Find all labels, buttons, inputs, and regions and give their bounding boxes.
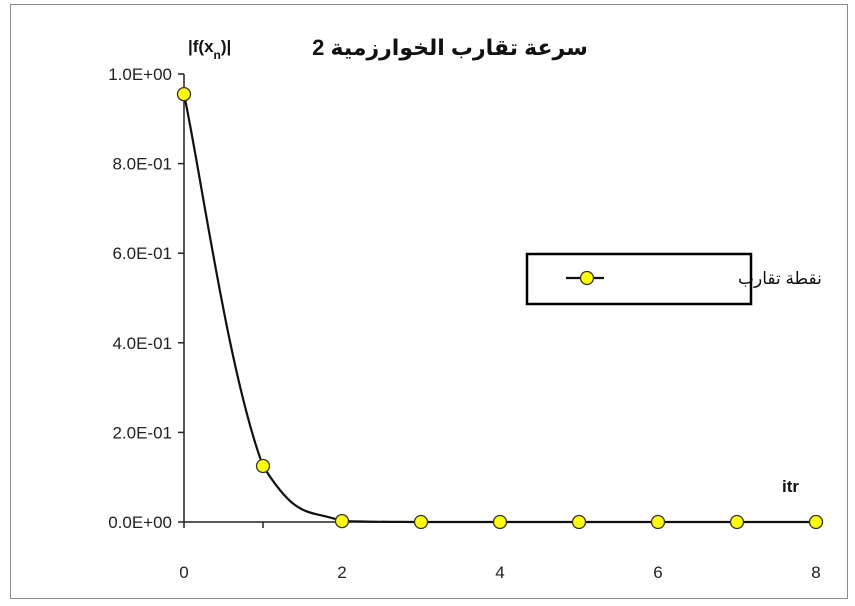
data-point (255, 458, 271, 474)
y-tick-label: 8.0E-01 (112, 155, 172, 174)
y-tick-label: 0.0E+00 (108, 513, 172, 532)
legend-label: نقطة تقارب (738, 269, 822, 288)
x-tick-label: 4 (495, 563, 504, 582)
y-axis-label: |f(xn)| (188, 37, 231, 62)
legend-marker (579, 270, 595, 286)
y-tick-label: 4.0E-01 (112, 334, 172, 353)
y-tick-label: 2.0E-01 (112, 423, 172, 442)
data-point (176, 87, 192, 102)
data-point (334, 513, 350, 529)
y-axis-label-base: |f(x (188, 37, 214, 56)
chart-title: سرعة تقارب الخوارزمية 2 (312, 35, 588, 61)
data-point (413, 514, 429, 530)
tick-labels: 0.0E+00 2.0E-01 4.0E-01 6.0E-01 8.0E-01 1.0E+… (108, 65, 821, 582)
series-line (182, 93, 816, 524)
legend: نقطة تقارب (525, 252, 822, 306)
y-axis-label-end: )| (221, 37, 231, 56)
data-point (729, 514, 745, 530)
data-point (808, 514, 824, 530)
x-tick-label: 6 (653, 563, 662, 582)
x-tick-label: 2 (337, 563, 346, 582)
x-tick-label: 0 (179, 563, 188, 582)
series-layer (176, 87, 824, 530)
data-point (492, 514, 508, 530)
y-tick-label: 6.0E-01 (112, 244, 172, 263)
y-axis-label-sub: n (214, 48, 221, 62)
y-tick-label: 1.0E+00 (108, 65, 172, 84)
data-point (650, 514, 666, 530)
x-axis-label: itr (782, 477, 799, 496)
legend-box (525, 252, 753, 306)
x-tick-label: 8 (811, 563, 820, 582)
data-point (571, 514, 587, 530)
